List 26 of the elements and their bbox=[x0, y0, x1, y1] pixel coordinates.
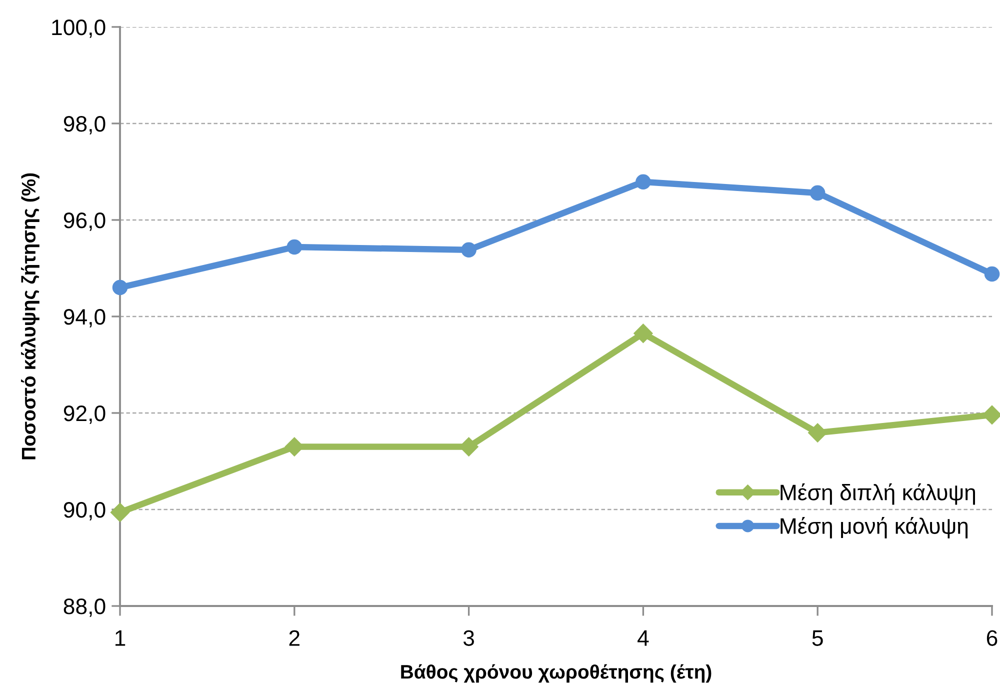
x-tick-label: 5 bbox=[812, 630, 823, 646]
y-axis-title: Ποσοστό κάλυψης ζήτησης (%) bbox=[20, 173, 40, 460]
y-tick-label: 98,0 bbox=[64, 116, 106, 134]
point bbox=[810, 185, 826, 201]
legend-label: Μέση διπλή κάλυψη bbox=[780, 483, 976, 505]
x-tick-label: 2 bbox=[289, 630, 300, 646]
x-tick-label: 3 bbox=[463, 630, 474, 646]
x-axis-title: Βάθος χρόνου χωροθέτησης (έτη) bbox=[401, 664, 712, 683]
point bbox=[461, 242, 476, 258]
point bbox=[636, 174, 651, 190]
point bbox=[110, 502, 130, 522]
y-tick-label: 88,0 bbox=[64, 598, 106, 617]
point bbox=[112, 280, 128, 296]
y-tick-label: 96,0 bbox=[64, 212, 106, 231]
x-tick-label: 6 bbox=[986, 630, 998, 646]
point bbox=[808, 423, 828, 442]
point bbox=[984, 266, 1000, 282]
y-tick-label: 100,0 bbox=[52, 19, 106, 38]
point bbox=[634, 324, 653, 343]
y-tick-label: 90,0 bbox=[64, 502, 106, 520]
y-tick-label: 94,0 bbox=[64, 309, 106, 328]
point bbox=[286, 239, 302, 255]
y-tick-label: 92,0 bbox=[64, 406, 106, 424]
legend-label: Μέση μονή κάλυψη bbox=[780, 516, 968, 538]
x-tick-label: 1 bbox=[116, 630, 126, 646]
x-tick-label: 4 bbox=[638, 630, 649, 646]
